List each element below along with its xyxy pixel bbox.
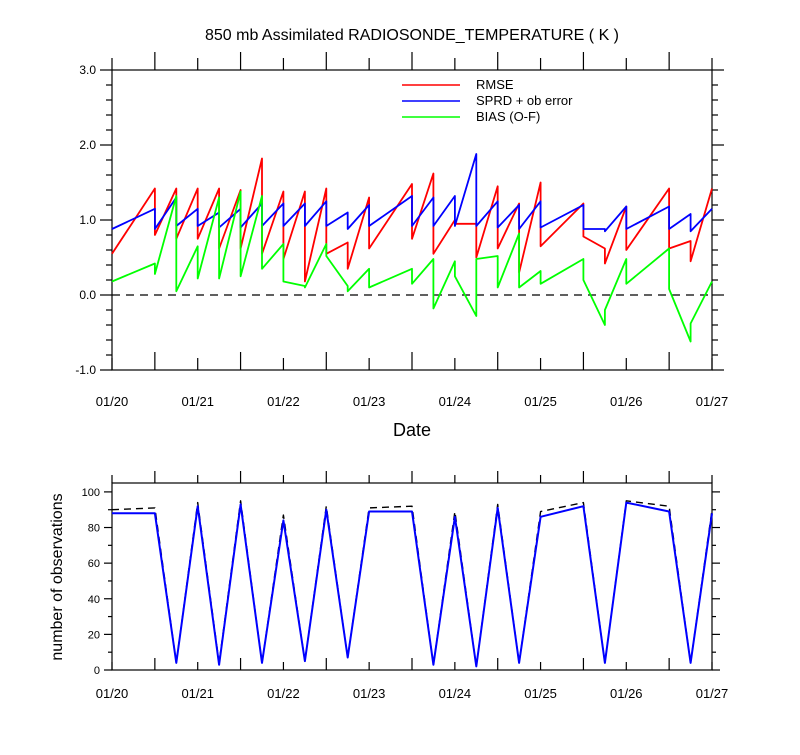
top-y-tick-label: 2.0 (79, 138, 96, 152)
bottom-x-tick-label: 01/23 (353, 686, 386, 701)
bottom-series-line-1 (112, 501, 713, 668)
top-y-tick-labels: -1.0 0.0 1.0 2.0 3.0 (75, 63, 96, 377)
bottom-x-tick-label: 01/21 (181, 686, 214, 701)
top-y-tick-label: 0.0 (79, 288, 96, 302)
y-axis-label-observations: number of observations (49, 493, 66, 660)
top-ticks (100, 52, 724, 371)
bottom-series-line-0 (111, 500, 713, 668)
bottom-y-tick-label: 0 (94, 665, 100, 677)
x-axis-label: Date (393, 420, 431, 440)
bottom-x-tick-label: 01/24 (439, 686, 472, 701)
bottom-x-tick-label: 01/22 (267, 686, 300, 701)
bottom-x-tick-labels: 01/20 01/21 01/22 01/23 01/24 01/25 01/26 01/27 (96, 686, 729, 701)
bottom-x-tick-label: 01/20 (96, 686, 129, 701)
legend: RMSE SPRD + ob error BIAS (O-F) (402, 77, 573, 124)
top-x-tick-label: 01/24 (439, 394, 472, 409)
top-x-tick-labels: 01/20 01/21 01/22 01/23 01/24 01/25 01/26 01/27 (96, 394, 729, 409)
bottom-ticks (104, 471, 720, 671)
top-title: 850 mb Assimilated RADIOSONDE_TEMPERATUR… (205, 27, 619, 44)
top-y-tick-label: -1.0 (75, 363, 96, 377)
top-y-tick-label: 3.0 (79, 63, 96, 77)
top-x-tick-label: 01/23 (353, 394, 386, 409)
top-x-tick-label: 01/25 (524, 394, 557, 409)
top-panel: 850 mb Assimilated RADIOSONDE_TEMPERATUR… (75, 27, 728, 440)
bottom-y-tick-label: 40 (88, 594, 100, 606)
bottom-y-tick-label: 100 (82, 487, 100, 499)
bottom-y-tick-label: 80 (88, 523, 100, 535)
bottom-x-tick-label: 01/26 (610, 686, 643, 701)
top-series-line-2 (111, 190, 713, 343)
top-x-tick-label: 01/22 (267, 394, 300, 409)
bottom-y-tick-labels: 0 20 40 60 80 100 (82, 487, 100, 677)
top-series (111, 153, 713, 343)
top-x-tick-label: 01/20 (96, 394, 129, 409)
legend-label-bias: BIAS (O-F) (476, 109, 540, 124)
legend-label-rmse: RMSE (476, 77, 514, 92)
bottom-y-tick-label: 20 (88, 629, 100, 641)
top-x-tick-label: 01/27 (696, 394, 729, 409)
top-x-tick-label: 01/26 (610, 394, 643, 409)
bottom-x-tick-label: 01/25 (524, 686, 557, 701)
bottom-y-tick-label: 60 (88, 558, 100, 570)
top-x-tick-label: 01/21 (181, 394, 214, 409)
bottom-x-tick-label: 01/27 (696, 686, 729, 701)
bottom-series (111, 500, 713, 668)
legend-label-sprd: SPRD + ob error (476, 93, 573, 108)
top-y-tick-label: 1.0 (79, 213, 96, 227)
